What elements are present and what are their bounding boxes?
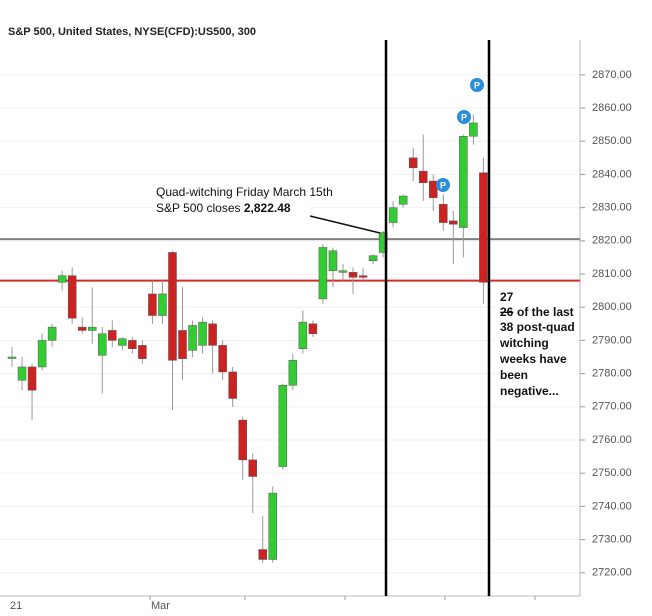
x-tick-label: Mar xyxy=(151,600,170,612)
y-tick-label: 2780.00 xyxy=(592,368,632,380)
y-tick-label: 2760.00 xyxy=(592,434,632,446)
annotation: Quad-witching Friday March 15th xyxy=(156,185,333,199)
candle-body xyxy=(188,325,197,351)
candle-body xyxy=(338,270,348,273)
candle-body xyxy=(47,326,57,341)
candle-body xyxy=(348,272,358,278)
candle-body xyxy=(328,250,338,271)
candle-body xyxy=(228,371,237,399)
candle-body xyxy=(148,293,157,316)
candle-body xyxy=(208,323,217,346)
candle-body xyxy=(308,323,318,335)
candle-body xyxy=(408,157,418,169)
candle-body xyxy=(358,275,368,278)
candle-body xyxy=(77,326,87,331)
annotation: 38 post-quad xyxy=(500,320,575,334)
candle-body xyxy=(7,356,17,359)
candle-body xyxy=(418,170,428,183)
y-tick-label: 2850.00 xyxy=(592,135,632,147)
candle-body xyxy=(168,252,177,361)
annotation-bg xyxy=(496,290,576,402)
candle-body xyxy=(108,330,117,341)
candle-body xyxy=(248,459,257,477)
candle-body xyxy=(17,366,27,381)
y-tick-label: 2830.00 xyxy=(592,202,632,214)
candle-body xyxy=(268,492,278,560)
candle-body xyxy=(449,220,458,225)
annotation: S&P 500 closes xyxy=(156,201,241,215)
candle-body xyxy=(98,333,107,356)
candle-body xyxy=(57,275,67,283)
candle-body xyxy=(128,340,137,349)
y-tick-label: 2800.00 xyxy=(592,301,632,313)
annotation: 26 xyxy=(500,305,514,319)
svg-text:P: P xyxy=(474,80,480,90)
candle-body xyxy=(178,330,187,359)
annotation: witching xyxy=(499,336,549,350)
y-tick-label: 2770.00 xyxy=(592,401,632,413)
candle-body xyxy=(479,172,488,283)
y-tick-label: 2740.00 xyxy=(592,500,632,512)
y-tick-label: 2870.00 xyxy=(592,69,632,81)
chart-title: S&P 500, United States, NYSE(CFD):US500,… xyxy=(8,26,256,38)
annotation: of the last xyxy=(517,305,574,319)
candle-body xyxy=(218,345,227,373)
bottom-ticks xyxy=(149,596,536,600)
p-icons: P P P xyxy=(436,78,484,192)
candle-body xyxy=(87,326,97,331)
svg-text:P: P xyxy=(461,112,467,122)
annotation-bg xyxy=(152,183,310,217)
candle-body xyxy=(429,180,438,198)
candle-body xyxy=(469,122,478,137)
candle-body xyxy=(278,384,288,467)
annotation: 27 xyxy=(500,290,514,304)
y-tick-label: 2820.00 xyxy=(592,235,632,247)
candle-body xyxy=(37,340,47,368)
candle-body xyxy=(67,275,77,319)
candle-body xyxy=(138,345,147,359)
x-tick-label: 21 xyxy=(10,600,22,612)
candle-body xyxy=(459,136,468,228)
y-tick-label: 2790.00 xyxy=(592,334,632,346)
svg-text:P: P xyxy=(440,180,446,190)
annotation: 2,822.48 xyxy=(244,201,291,215)
candle-body xyxy=(298,321,308,349)
candle-body xyxy=(368,255,378,261)
candle-body xyxy=(158,293,167,316)
y-tick-label: 2730.00 xyxy=(592,533,632,545)
annotation-arrow xyxy=(309,215,381,234)
y-tick-label: 2750.00 xyxy=(592,467,632,479)
annotation: negative... xyxy=(500,384,559,398)
y-tick-label: 2720.00 xyxy=(592,567,632,579)
candle-body xyxy=(439,204,448,223)
y-tick-label: 2840.00 xyxy=(592,168,632,180)
candle-body xyxy=(118,338,127,346)
candle-body xyxy=(288,360,298,386)
candle-body xyxy=(258,549,267,560)
candle-body xyxy=(238,419,247,461)
candle-body xyxy=(198,321,207,346)
annotation: 26 xyxy=(500,305,514,319)
candle-body xyxy=(398,195,408,205)
candle-body xyxy=(27,366,37,391)
annotation: been xyxy=(500,368,528,382)
candle-body xyxy=(388,207,398,223)
plot xyxy=(0,114,580,563)
y-tick-label: 2860.00 xyxy=(592,102,632,114)
candle-body xyxy=(318,247,328,300)
y-tick-label: 2810.00 xyxy=(592,268,632,280)
annotation: S&P 500 closes 2,822.48 xyxy=(156,201,291,215)
annotation: weeks have xyxy=(499,352,567,366)
